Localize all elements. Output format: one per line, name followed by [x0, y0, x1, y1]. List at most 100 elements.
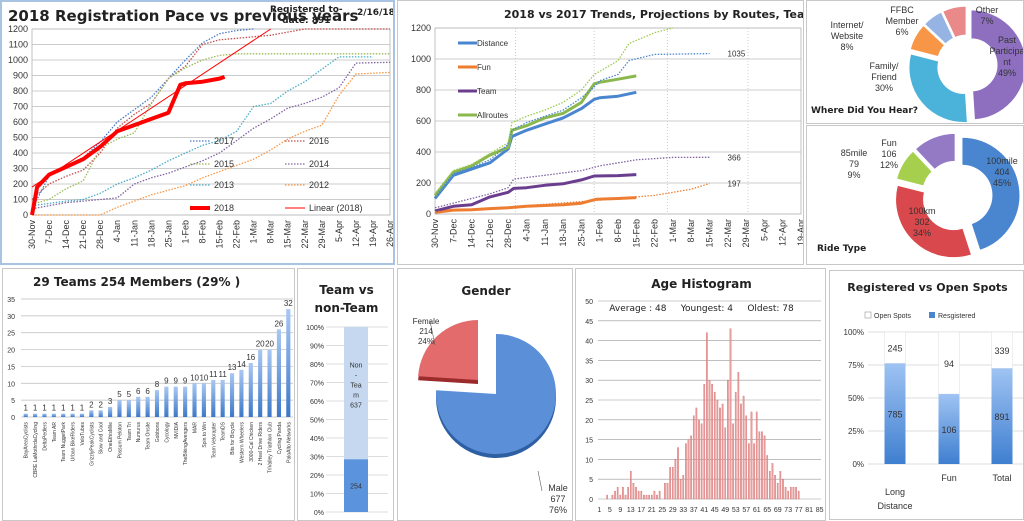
x-tick-label: 5-Apr [759, 219, 769, 241]
y-tick-label: 700 [13, 102, 28, 112]
histogram-bar [695, 407, 698, 500]
team-name-label: OneEthisMile [108, 422, 114, 452]
registered-value-label: 106 [941, 425, 956, 435]
histogram-bar [627, 486, 629, 500]
teamvs-title-line2: non-Team [314, 301, 379, 315]
legend-label: 2015 [214, 159, 234, 169]
histogram-bar [716, 399, 719, 500]
series-line-2012 [32, 71, 391, 216]
x-tick-label: 7-Dec [44, 220, 54, 245]
x-tick-label: 15-Mar [705, 219, 715, 248]
series-line-distance [433, 90, 637, 200]
histogram-bar [713, 391, 716, 500]
histogram-bar [637, 490, 640, 500]
x-tick-label: 12-Apr [351, 220, 361, 247]
x-tick-label: 30-Nov [27, 220, 37, 250]
y-tick-label: 500 [13, 133, 28, 143]
bar-value-label: 9 [174, 377, 179, 386]
pie-slice-past-participant [970, 9, 1023, 121]
histogram-bar [727, 380, 729, 500]
pace-registered-annotation: Registered to- date: 891 [270, 5, 343, 27]
pace-chart-svg: 0 100 200 300 400 500 600 700 800 900 1000 1100 1200… [8, 24, 393, 250]
y-tick-label: 0 [589, 497, 593, 504]
ride-chart-title: Ride Type [817, 244, 867, 254]
gender-chart-panel: Gender Male 677 76% Female 214 24% [397, 268, 573, 521]
y-tick-label: 20 [585, 418, 593, 425]
histogram-bar [761, 431, 763, 500]
x-tick-label: 14-Dec [467, 219, 477, 249]
open-value-label: 245 [887, 344, 902, 354]
histogram-bar [782, 479, 784, 500]
pie-slice-fun [914, 132, 956, 171]
series-line-allroutes [433, 74, 637, 197]
bar [164, 386, 169, 417]
bar-value-label: 1 [61, 404, 66, 413]
y-tick-label: 15 [585, 438, 593, 445]
x-tick-label: 11-Jan [540, 219, 550, 246]
bar-value-label: 9 [164, 377, 169, 386]
slice-label: 85mile 79 9% [841, 148, 868, 180]
slice-label: Past Participa nt 49% [989, 35, 1024, 78]
team-name-label: Bits for Bicycle [230, 422, 236, 455]
y-tick-label: 50% [310, 418, 324, 425]
y-tick-label: 25 [7, 331, 15, 338]
open-value-label: 339 [994, 346, 1009, 356]
gender-chart-svg: Male 677 76% Female 214 24% [413, 317, 568, 515]
y-tick-label: 200 [416, 178, 431, 188]
teams-chart-title: 29 Teams 254 Members (29% ) [33, 275, 241, 289]
y-tick-label: 1100 [9, 40, 28, 50]
legend-label: 2014 [309, 159, 329, 169]
x-tick-label: 5-Apr [334, 220, 344, 242]
bar-value-label: 1 [70, 404, 75, 413]
x-tick-label: 15-Feb [215, 220, 225, 249]
hear-chart-svg: Past Participa nt 49% Family/Friend 30%Intern… [830, 5, 1024, 123]
histogram-bar [734, 391, 737, 500]
x-tick-label: 15-Mar [283, 220, 293, 249]
histogram-bar [687, 439, 690, 500]
y-tick-label: 75% [848, 361, 864, 370]
team-name-label: Western Wheelers [239, 422, 245, 464]
series-line-linear-2018- [31, 28, 271, 188]
pie-slice-male [436, 334, 556, 454]
slice-label: Other 7% [976, 5, 999, 26]
legend-label: Distance [477, 39, 509, 48]
histogram-bar [790, 486, 792, 500]
x-tick-label: 1-Feb [180, 220, 190, 244]
histogram-bar [616, 486, 619, 500]
team-name-label: Urban BikeRiders [71, 422, 77, 462]
bar [201, 383, 206, 417]
team-name-label: Numurus [136, 422, 142, 443]
trends-chart-panel: 2018 vs 2017 Trends, Projections by Rout… [397, 0, 804, 265]
bar-value-label: 11 [209, 370, 218, 379]
y-tick-label: 10 [7, 381, 15, 388]
ride-chart-panel: 100mile 404 45% 100km 302 34% 85mile 79 9% Fun 106… [806, 125, 1024, 265]
y-tick-label: 800 [416, 85, 431, 95]
team-name-label: Spin to Win [202, 422, 208, 448]
team-name-label: Cycling Panda [277, 422, 283, 454]
legend-label: Resgistered [938, 313, 975, 320]
y-tick-label: 0% [314, 510, 324, 517]
y-tick-label: 30 [585, 378, 593, 385]
bar [117, 400, 122, 417]
bar [126, 400, 131, 417]
histogram-bar [795, 486, 797, 500]
histogram-bar [650, 494, 653, 500]
histogram-bar [755, 411, 758, 500]
ride-chart-svg: 100mile 404 45% 100km 302 34% 85mile 79 9% Fun 106… [841, 132, 1021, 259]
bar [136, 396, 141, 417]
bar-registered [938, 394, 960, 464]
y-tick-label: 0% [852, 460, 864, 469]
bar [145, 396, 150, 417]
x-tick-label: 29-Mar [317, 220, 327, 249]
series-line-team-2017 [434, 156, 710, 209]
team-name-label: Team Tri [127, 422, 133, 441]
leader-line [429, 320, 436, 346]
histogram-bar [753, 443, 755, 500]
bar-registered [991, 368, 1013, 464]
x-tick-label: 29-Mar [741, 219, 751, 248]
teamvs-title-line1: Team vs [319, 283, 374, 297]
histogram-bar [745, 415, 748, 500]
histogram-bar [635, 486, 637, 500]
bar-value-label: 1 [33, 404, 38, 413]
y-tick-label: 100% [844, 328, 864, 337]
